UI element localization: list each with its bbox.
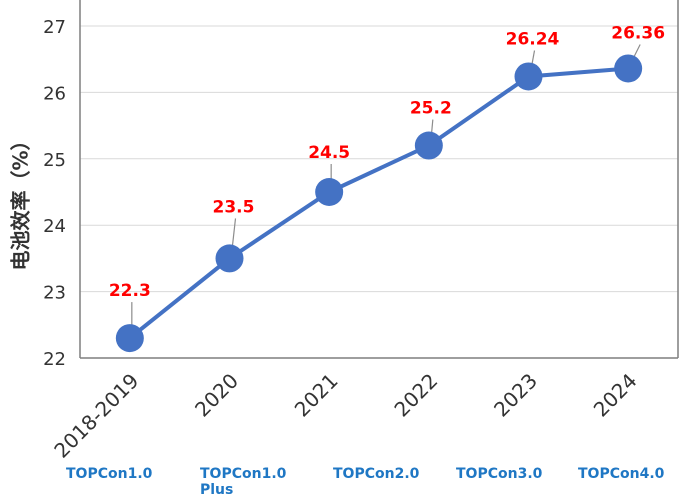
y-tick-label: 23	[43, 283, 66, 304]
series-line	[128, 66, 629, 340]
generation-label: TOPCon1.0	[66, 466, 153, 482]
data-point	[215, 244, 244, 273]
x-tick-label: 2021	[290, 369, 343, 422]
x-tick-label: 2023	[489, 369, 542, 422]
y-tick-label: 27	[43, 17, 66, 38]
y-tick-label: 25	[43, 150, 66, 171]
y-axis-title: 电池效率（%）	[4, 120, 34, 280]
data-point	[115, 324, 144, 353]
y-tick-label: 24	[43, 216, 66, 237]
y-tick-label: 22	[43, 349, 66, 370]
x-tick-label: 2022	[389, 369, 442, 422]
data-label: 25.2	[410, 99, 452, 119]
x-tick-label: 2024	[589, 369, 642, 422]
y-tick-labels: 22 23 24 25 26 27	[43, 17, 66, 370]
data-label: 22.3	[109, 281, 151, 301]
x-tick-label: 2018-2019	[49, 369, 143, 463]
generation-label: TOPCon1.0 Plus	[200, 466, 287, 498]
data-point	[315, 178, 344, 206]
series-efficiency: 22.3 23.5 24.5 25.2 26.24 26.36	[109, 23, 665, 353]
x-tick-labels: 2018-2019 2020 2021 2022 2023 2024	[49, 369, 641, 463]
y-tick-label: 26	[43, 83, 66, 104]
generation-label: TOPCon3.0	[456, 466, 543, 482]
generation-label: TOPCon2.0	[333, 466, 420, 482]
data-label: 26.24	[506, 29, 560, 49]
data-label: 24.5	[308, 143, 350, 163]
data-label: 23.5	[213, 197, 255, 217]
data-label: 26.36	[611, 23, 665, 43]
x-tick-label: 2020	[190, 369, 243, 422]
generation-label: TOPCon4.0	[578, 466, 665, 482]
y-axis-title-text: 电池效率（%）	[8, 129, 33, 271]
data-point	[414, 131, 443, 160]
data-point	[614, 54, 643, 83]
axes	[79, 0, 679, 359]
data-point	[514, 62, 543, 91]
